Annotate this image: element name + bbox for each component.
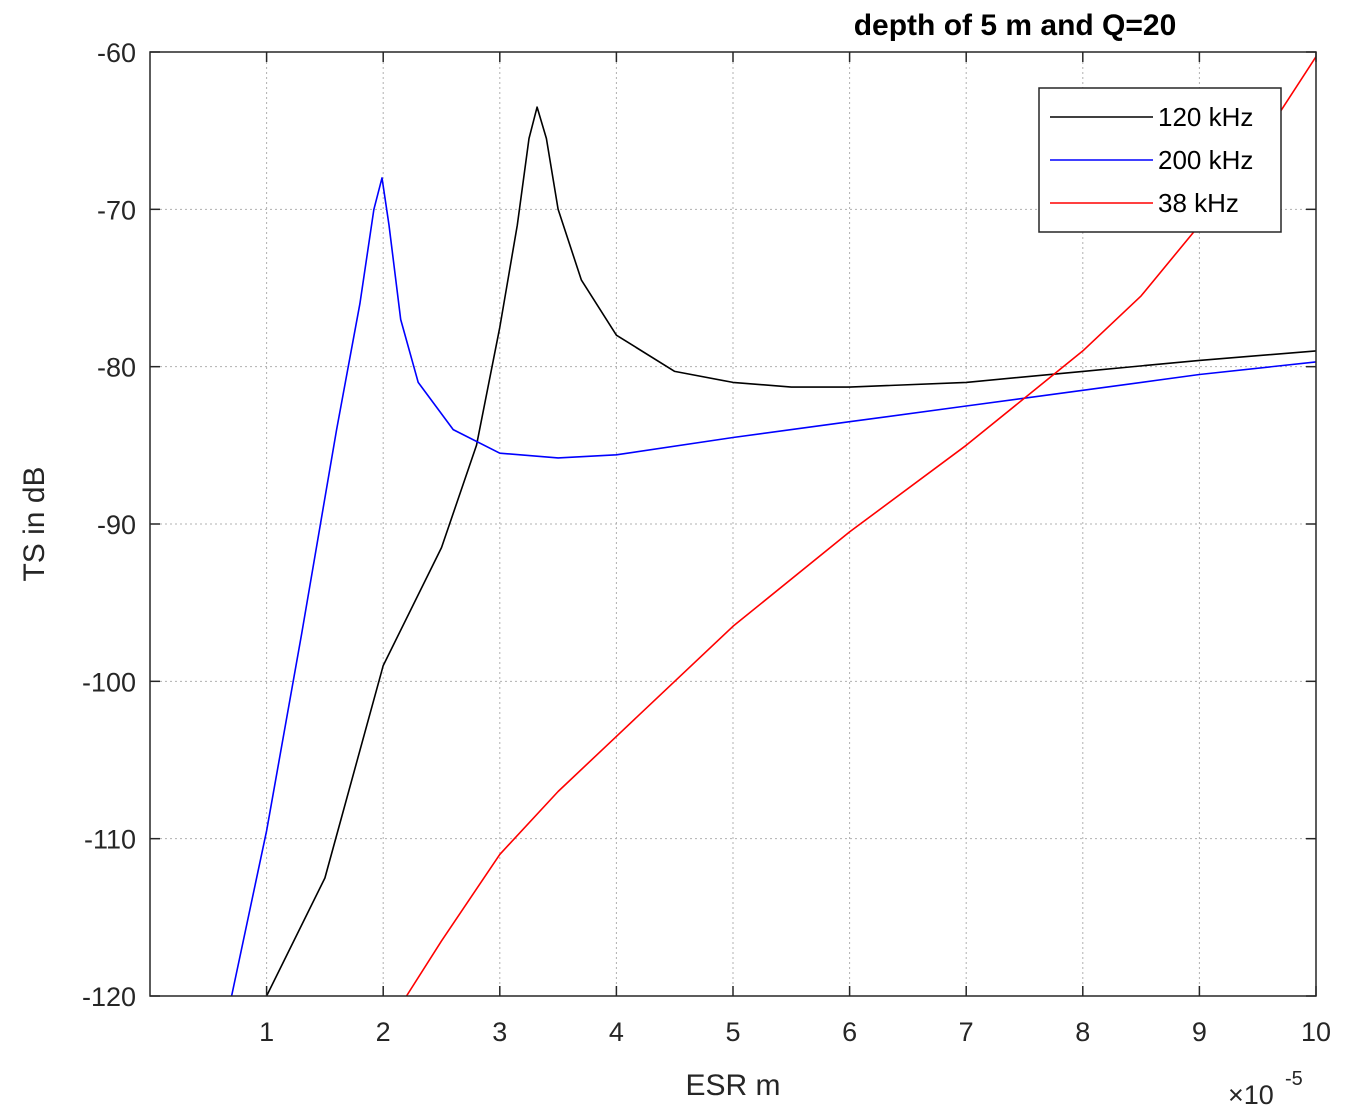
- y-tick-label: -110: [84, 825, 136, 855]
- x-tick-label: 8: [1075, 1017, 1090, 1047]
- y-tick-label: -90: [97, 510, 136, 540]
- chart-title: depth of 5 m and Q=20: [854, 9, 1177, 42]
- x-axis-label: ESR m: [685, 1069, 780, 1102]
- x-tick-label: 3: [492, 1017, 507, 1047]
- y-tick-label: -120: [82, 982, 136, 1012]
- legend-label: 200 kHz: [1158, 145, 1253, 175]
- tick-labels: 1 2 3 4 5 6 7 8 9 10 -60 -70 -80 -90 -100 -110 -120: [82, 38, 1331, 1047]
- x-exponent-power: -5: [1285, 1068, 1303, 1090]
- x-exponent-base: ×10: [1228, 1080, 1274, 1109]
- x-tick-label: 10: [1301, 1017, 1331, 1047]
- axis-ticks: [150, 51, 1317, 997]
- legend-label: 120 kHz: [1158, 102, 1253, 132]
- legend: 120 kHz 200 kHz 38 kHz: [1038, 87, 1282, 233]
- x-tick-label: 5: [725, 1017, 740, 1047]
- x-tick-label: 6: [842, 1017, 857, 1047]
- y-tick-label: -100: [82, 667, 136, 697]
- series-line: [265, 106, 1316, 996]
- y-tick-label: -70: [97, 195, 136, 225]
- series-line: [230, 177, 1316, 996]
- y-tick-label: -60: [97, 38, 136, 68]
- legend-label: 38 kHz: [1158, 188, 1239, 218]
- y-tick-label: -80: [97, 353, 136, 383]
- x-exponent-label: ×10 -5: [1228, 1068, 1303, 1109]
- x-tick-label: 7: [959, 1017, 974, 1047]
- x-tick-label: 9: [1192, 1017, 1207, 1047]
- y-axis-label: TS in dB: [18, 466, 51, 581]
- x-tick-label: 4: [609, 1017, 624, 1047]
- x-tick-label: 1: [259, 1017, 274, 1047]
- x-tick-label: 2: [376, 1017, 391, 1047]
